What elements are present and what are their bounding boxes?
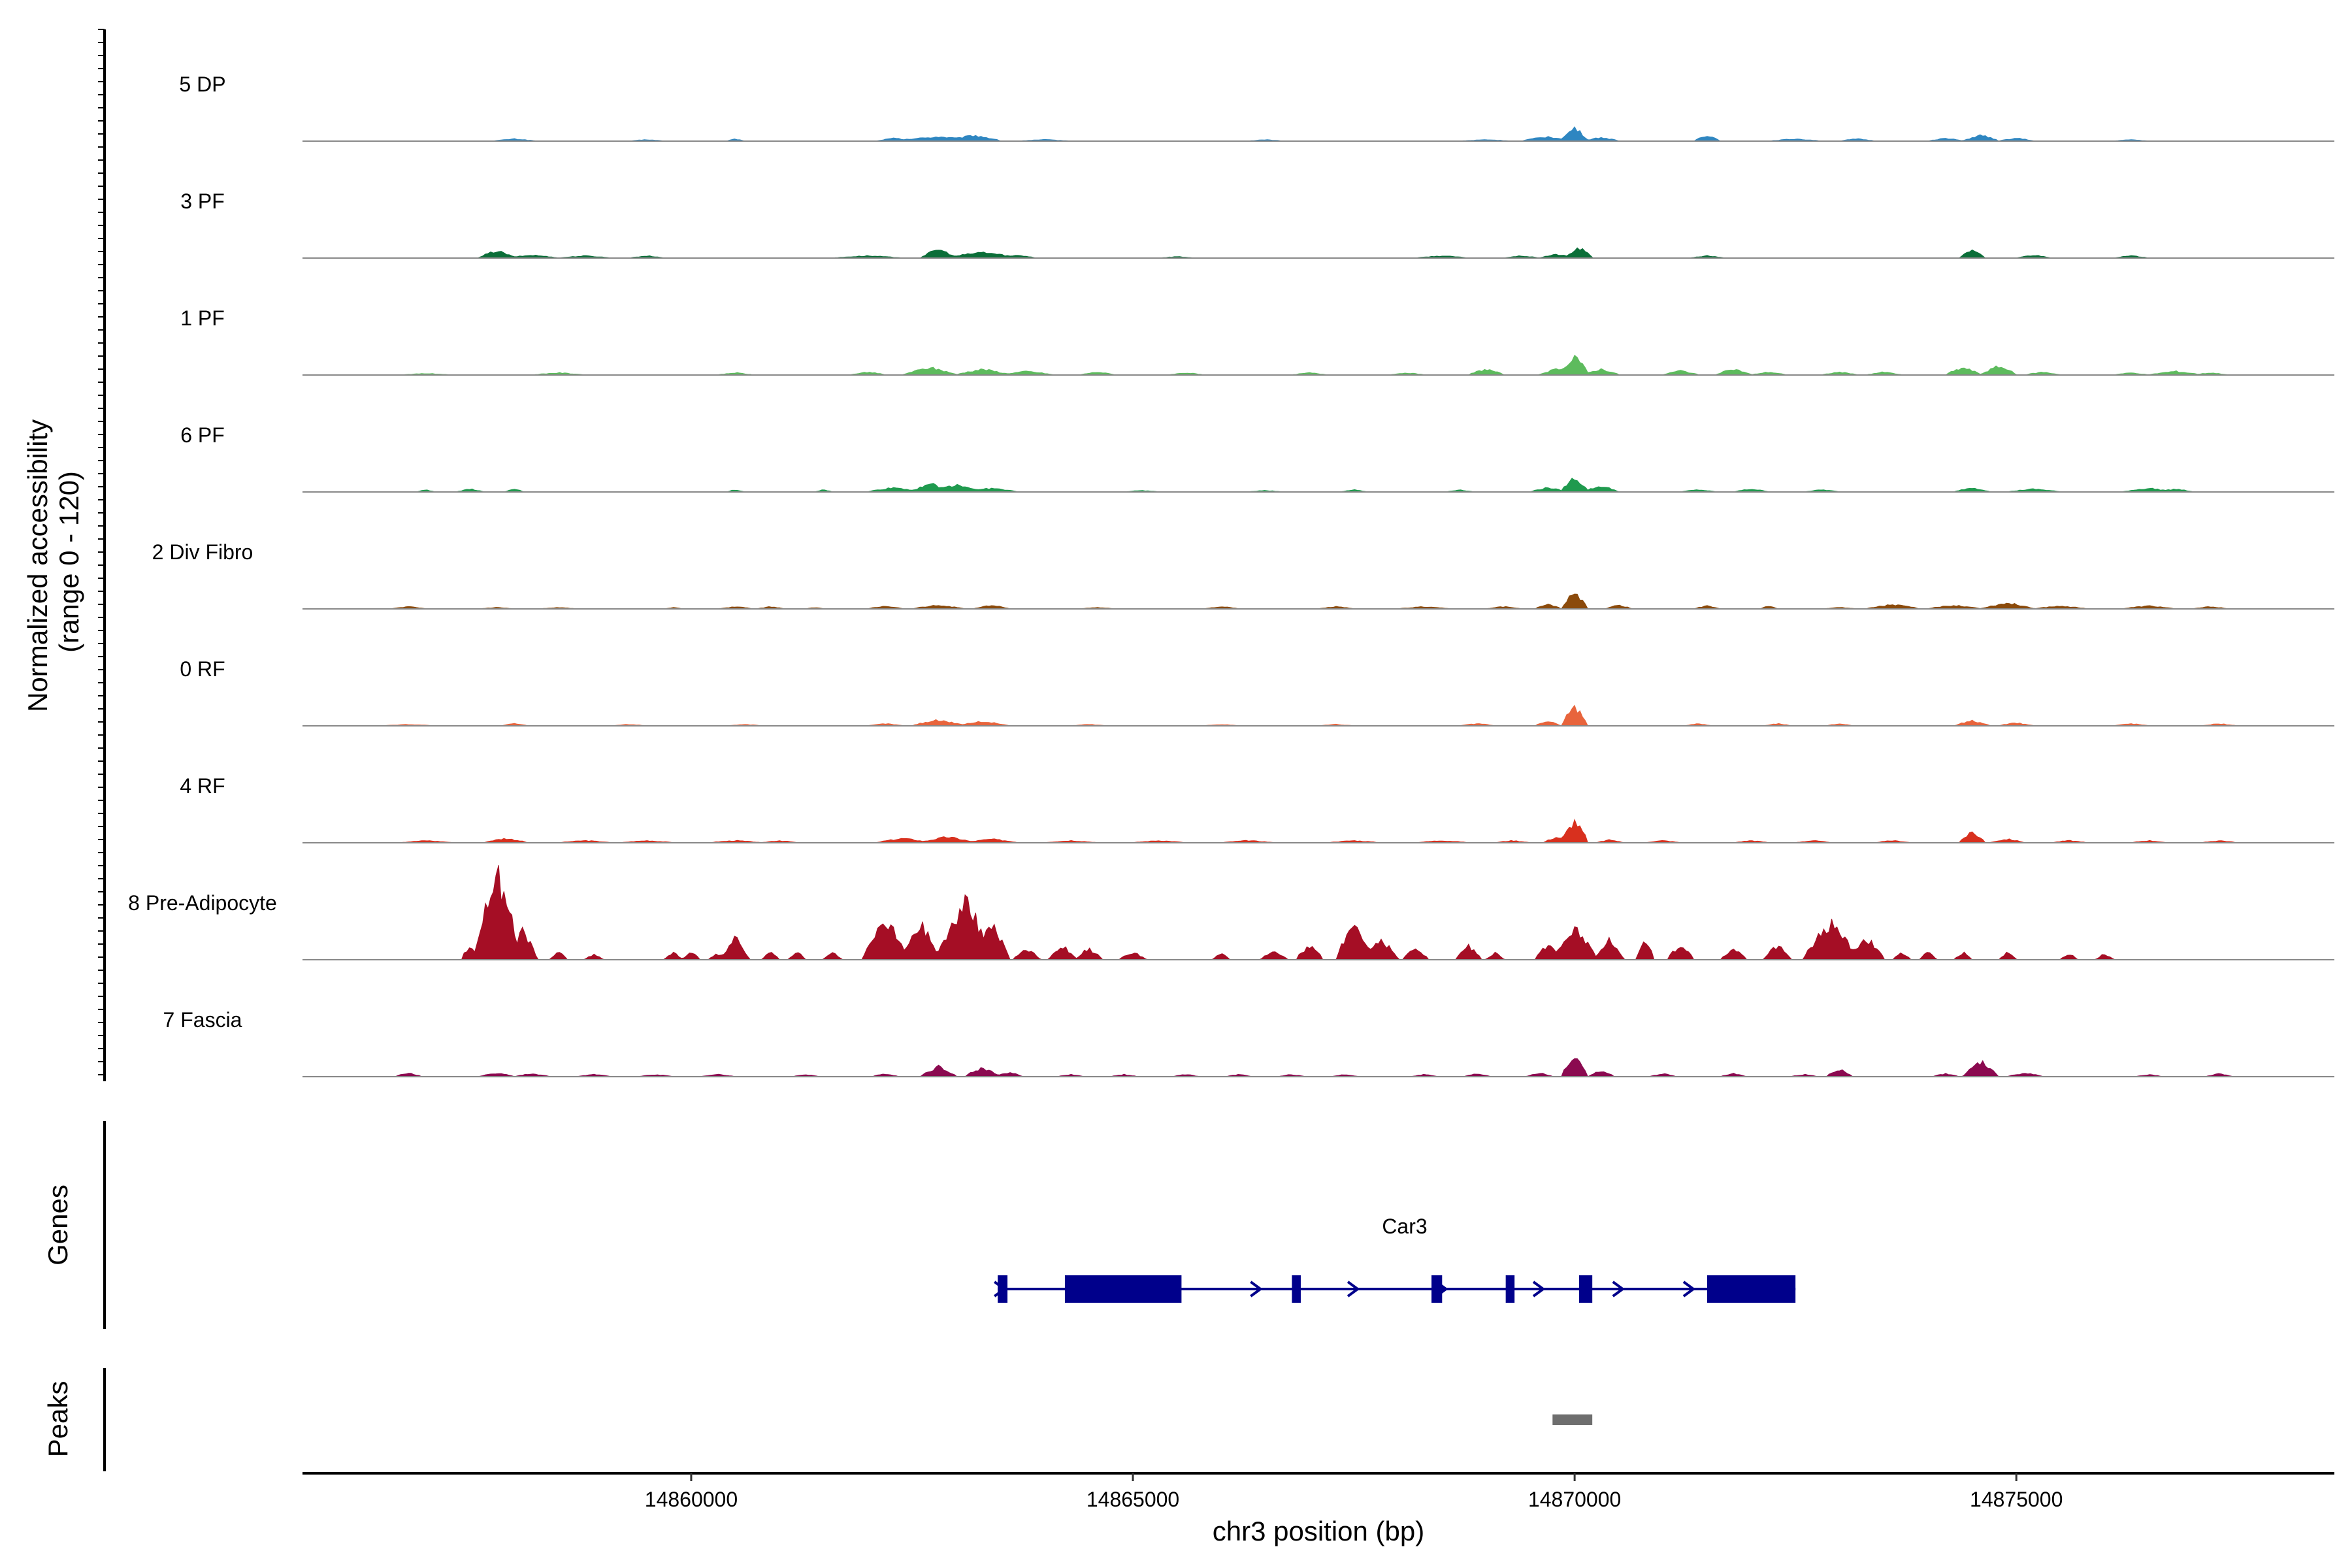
- strand-arrow: [1532, 1281, 1546, 1298]
- strand-arrow: [1682, 1281, 1696, 1298]
- coverage-track-7-fascia: 7 Fascia: [163, 1008, 2334, 1077]
- peak-regions: [1552, 1414, 1593, 1425]
- exon: [1431, 1275, 1443, 1303]
- track-label: 7 Fascia: [163, 1008, 242, 1032]
- strand-arrow: [1347, 1281, 1360, 1298]
- track-label: 0 RF: [180, 657, 225, 681]
- x-tick-label: 14870000: [1528, 1488, 1621, 1511]
- track-label: 4 RF: [180, 774, 225, 798]
- track-label: 8 Pre-Adipocyte: [128, 891, 277, 915]
- gene-label-car3: Car3: [1382, 1215, 1427, 1238]
- gene-model-car3: [994, 1275, 1796, 1303]
- exon: [1505, 1275, 1515, 1303]
- coverage-track-6-pf: 6 PF: [180, 423, 2334, 493]
- track-label: 6 PF: [180, 423, 225, 447]
- track-label: 3 PF: [180, 189, 225, 213]
- coverage-tracks: 5 DP 3 PF 1 PF 6 PF 2 Div Fibro 0 RF 4 RF 8 Pre…: [128, 73, 2334, 1077]
- coverage-track-0-rf: 0 RF: [180, 657, 2334, 727]
- track-label: 2 Div Fibro: [152, 540, 253, 564]
- coverage-track-1-pf: 1 PF: [180, 306, 2334, 376]
- exon: [1707, 1275, 1796, 1303]
- x-axis-title: chr3 position (bp): [1213, 1516, 1425, 1546]
- x-axis-ticks: 14860000 14865000 14870000 14875000: [645, 1473, 2063, 1511]
- exon: [1064, 1275, 1182, 1303]
- peaks-track-label: Peaks: [42, 1381, 73, 1458]
- x-tick-label: 14875000: [1970, 1488, 2063, 1511]
- strand-arrow: [1250, 1281, 1263, 1298]
- strand-arrow: [1612, 1281, 1625, 1298]
- track-label: 5 DP: [179, 73, 225, 96]
- exon: [1292, 1275, 1301, 1303]
- exon: [998, 1275, 1008, 1303]
- coverage-track-5-dp: 5 DP: [179, 73, 2334, 142]
- coverage-track-4-rf: 4 RF: [180, 774, 2334, 843]
- x-tick-label: 14860000: [645, 1488, 738, 1511]
- exon: [1578, 1275, 1593, 1303]
- y-axis-title-line2: (range 0 - 120): [54, 471, 84, 653]
- y-axis-title-line1: Normalized accessibility: [22, 419, 53, 712]
- coverage-track-2-div-fibro: 2 Div Fibro: [152, 540, 2334, 610]
- track-label: 1 PF: [180, 306, 225, 330]
- coverage-left-axis: [98, 29, 106, 1081]
- y-axis-title: Normalized accessibility (range 0 - 120): [22, 412, 84, 712]
- coverage-track-3-pf: 3 PF: [180, 189, 2334, 259]
- x-tick-label: 14865000: [1086, 1488, 1179, 1511]
- genes-track-label: Genes: [42, 1184, 73, 1266]
- peak-region: [1552, 1414, 1593, 1425]
- coverage-track-8-pre-adipocyte: 8 Pre-Adipocyte: [128, 865, 2334, 960]
